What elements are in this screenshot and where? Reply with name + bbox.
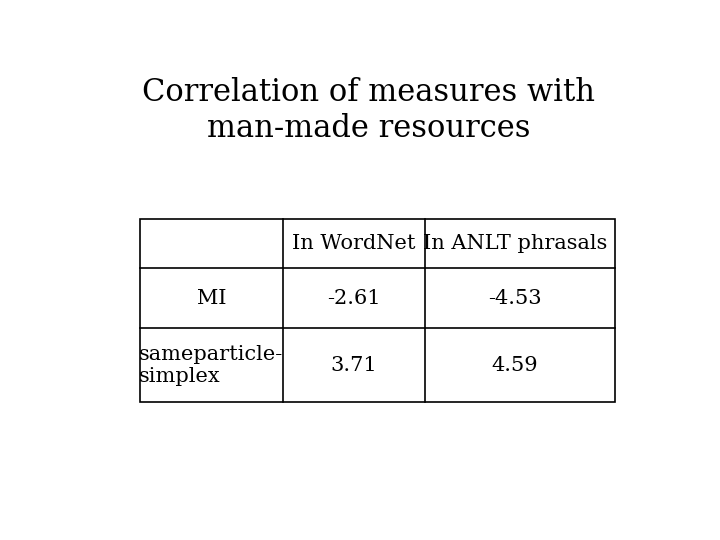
Text: sameparticle-
simplex: sameparticle- simplex: [139, 345, 284, 386]
Text: In ANLT phrasals: In ANLT phrasals: [423, 234, 607, 253]
Text: 4.59: 4.59: [492, 355, 539, 375]
Text: -4.53: -4.53: [488, 289, 541, 308]
Text: -2.61: -2.61: [327, 289, 380, 308]
Text: 3.71: 3.71: [330, 355, 377, 375]
Text: Correlation of measures with
man-made resources: Correlation of measures with man-made re…: [143, 77, 595, 144]
Text: In WordNet: In WordNet: [292, 234, 415, 253]
Text: MI: MI: [197, 289, 226, 308]
